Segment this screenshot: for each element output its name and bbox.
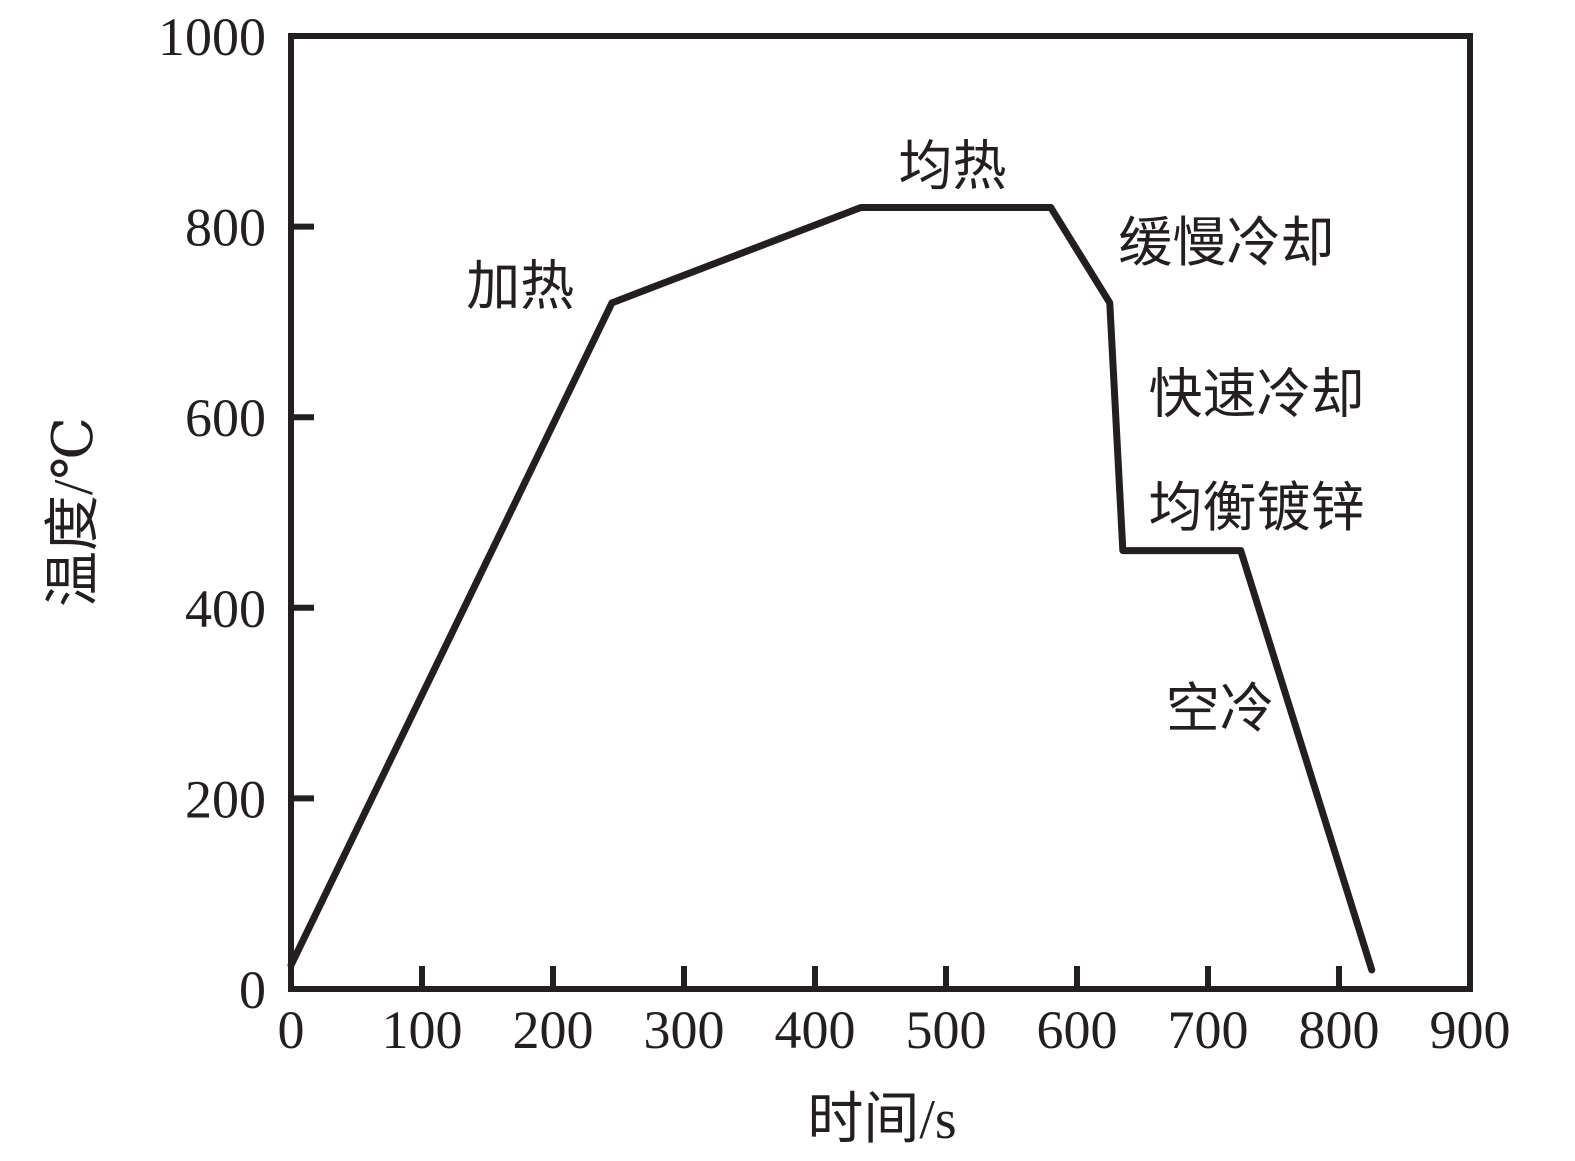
x-tick-label: 800 (1299, 1000, 1380, 1060)
x-tick-label: 100 (382, 1000, 463, 1060)
y-tick-label: 600 (185, 388, 266, 448)
x-tick-label: 900 (1430, 1000, 1511, 1060)
stage-label: 缓慢冷却 (1118, 213, 1334, 273)
stage-label: 快速冷却 (1148, 364, 1364, 424)
x-tick-label: 200 (513, 1000, 594, 1060)
y-tick-label: 800 (185, 198, 266, 258)
x-tick-label: 300 (644, 1000, 725, 1060)
stage-label: 空冷 (1166, 679, 1274, 739)
stage-label: 均衡镀锌 (1148, 478, 1364, 538)
y-tick-label: 1000 (158, 7, 266, 67)
x-tick-label: 0 (278, 1000, 305, 1060)
x-tick-label: 600 (1037, 1000, 1118, 1060)
chart-generated-content: 0 100 200 300 400 500 600 700 800 900 0 200 400 600 80… (158, 7, 1511, 1060)
x-tick-label: 700 (1168, 1000, 1249, 1060)
x-tick-label: 400 (775, 1000, 856, 1060)
x-axis-title: 时间/s (807, 1089, 956, 1151)
y-tick-label: 400 (185, 579, 266, 639)
x-tick-label: 500 (906, 1000, 987, 1060)
stage-label: 加热 (466, 257, 574, 317)
stage-label: 均热 (899, 137, 1007, 197)
plot-border (288, 33, 1473, 992)
y-axis-title: 温度/℃ (43, 417, 105, 607)
y-tick-label: 0 (239, 960, 266, 1020)
y-tick-label: 200 (185, 769, 266, 829)
temperature-curve (287, 204, 1376, 974)
